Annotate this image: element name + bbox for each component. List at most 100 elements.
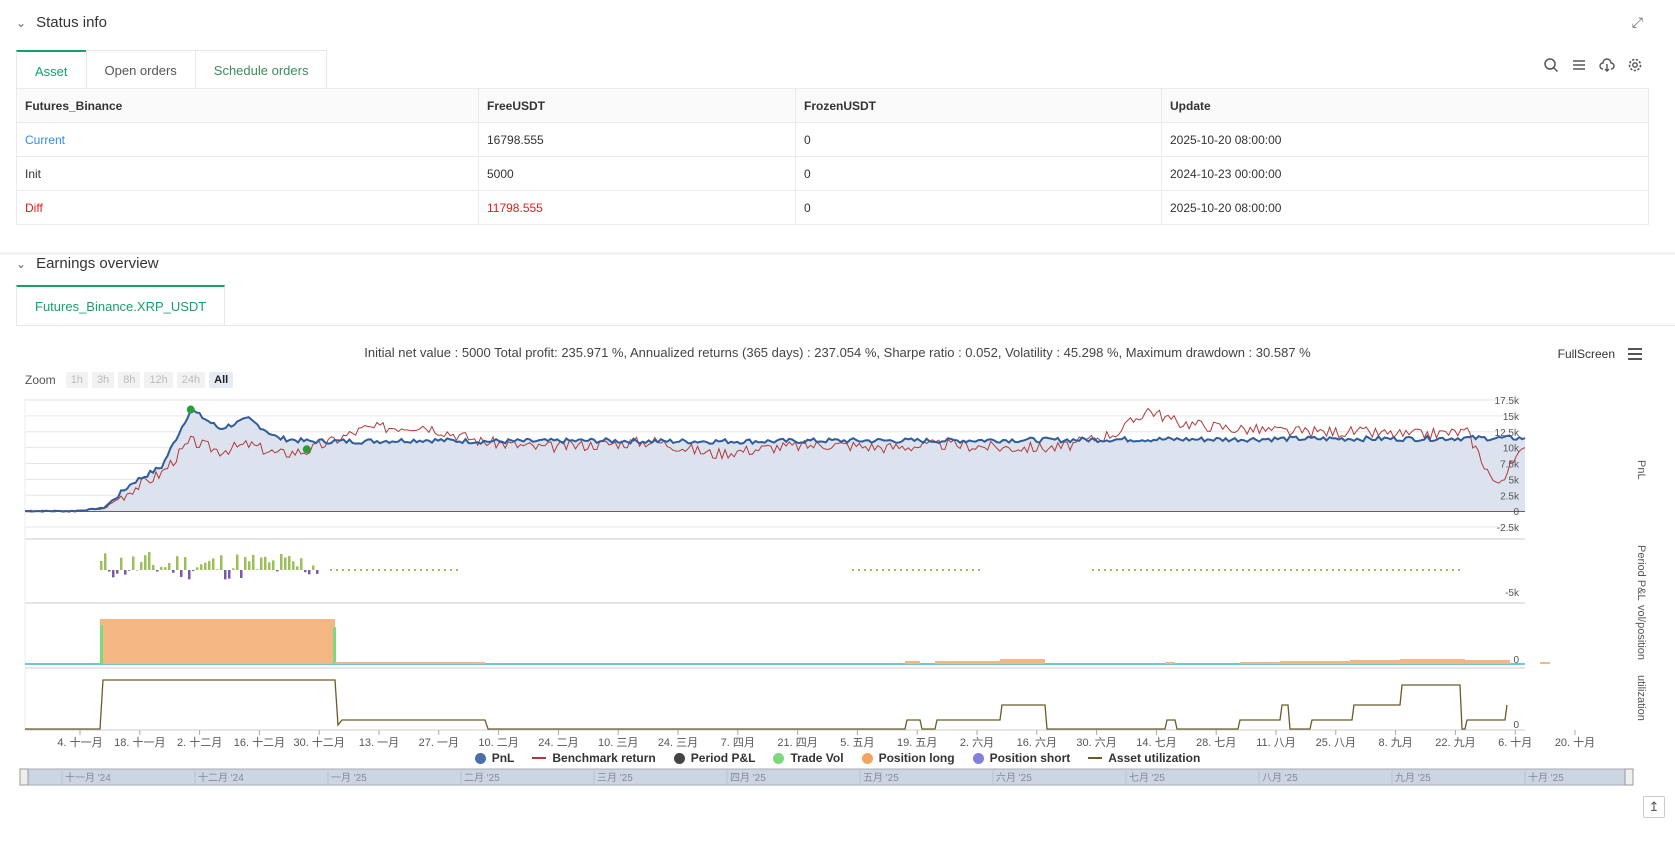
tab-asset[interactable]: Asset	[16, 50, 87, 90]
period-bar	[1332, 569, 1334, 571]
period-bar	[408, 569, 410, 571]
zoom-all-button[interactable]: All	[209, 372, 234, 388]
chevron-down-icon[interactable]: ⌄	[16, 256, 27, 271]
period-bar	[876, 569, 878, 571]
period-bar	[1176, 569, 1178, 571]
legend-label: Trade Vol	[790, 751, 844, 765]
cloud-download-icon[interactable]	[1599, 57, 1615, 73]
pnl-fill	[25, 409, 1525, 512]
period-bar	[284, 557, 287, 570]
period-bar	[1392, 569, 1394, 571]
tab-xrp-usdt[interactable]: Futures_Binance.XRP_USDT	[16, 285, 226, 325]
x-tick-label: 11. 八月	[1256, 737, 1296, 749]
period-bar	[1122, 569, 1124, 571]
period-axis-title: Period P&L	[1635, 545, 1647, 601]
earnings-header[interactable]: ⌄ Earnings overview	[16, 255, 159, 272]
period-bar	[188, 570, 191, 580]
legend-item[interactable]: Benchmark return	[532, 751, 656, 765]
scroll-top-button[interactable]: ↥	[1643, 796, 1665, 818]
position-long-block	[1240, 662, 1280, 664]
period-bar	[1446, 569, 1448, 571]
period-pnl-bars	[100, 551, 1460, 580]
zoom-label: Zoom	[25, 373, 56, 387]
earnings-chart[interactable]: 17.5k 15k 12.5k 10k 7.5k 5k 2.5k 0 -2.5k PnL -5k Pe…	[0, 255, 1675, 859]
search-icon[interactable]	[1543, 57, 1559, 73]
cell: 11798.555	[478, 190, 796, 225]
period-bar	[1128, 569, 1130, 571]
period-bar	[1182, 569, 1184, 571]
x-tick-label: 18. 十一月	[114, 735, 165, 749]
period-bar	[1434, 569, 1436, 571]
table-row: Diff 11798.555 0 2025-10-20 08:00:00	[16, 190, 1649, 225]
period-bar	[292, 561, 295, 570]
menu-icon[interactable]	[1627, 347, 1643, 361]
period-bar	[308, 570, 311, 575]
position-axis-title: vol/position	[1635, 605, 1647, 660]
position-long-block	[1465, 660, 1510, 664]
period-bar	[858, 569, 860, 571]
period-bar	[1284, 569, 1286, 571]
period-bar	[870, 569, 872, 571]
cell: 0	[795, 190, 1162, 225]
period-bar	[438, 569, 440, 571]
period-bar	[1278, 569, 1280, 571]
period-bar	[244, 557, 247, 570]
legend-item[interactable]: Period P&L	[673, 751, 755, 765]
period-bar	[972, 569, 974, 571]
chevron-down-icon[interactable]: ⌄	[16, 15, 27, 30]
nav-tick-label: 九月 '25	[1395, 772, 1431, 784]
period-bar	[1416, 569, 1418, 571]
legend-marker	[532, 757, 547, 759]
status-header[interactable]: ⌄ Status info	[16, 14, 107, 31]
legend-item[interactable]: Position long	[861, 751, 955, 765]
position-long-block	[1280, 661, 1350, 664]
chart-axes: 17.5k 15k 12.5k 10k 7.5k 5k 2.5k 0 -2.5k PnL -5k Pe…	[57, 396, 1647, 749]
period-bar	[1272, 569, 1274, 571]
x-tick-label: 21. 四月	[777, 737, 817, 749]
period-bar	[144, 555, 147, 570]
fullscreen-button[interactable]: FullScreen	[1557, 347, 1615, 361]
period-bar	[216, 569, 219, 570]
zoom-3h-button[interactable]: 3h	[91, 372, 115, 388]
period-bar	[272, 560, 275, 570]
period-bar	[1296, 569, 1298, 571]
period-bar	[1380, 569, 1382, 571]
period-bar	[978, 569, 980, 571]
x-tick-label: 10. 二月	[478, 737, 518, 749]
period-bar	[426, 569, 428, 571]
period-bar	[420, 569, 422, 571]
collapse-icon[interactable]: ⤢	[1631, 14, 1643, 30]
legend-label: Position short	[989, 751, 1071, 765]
navigator: 十一月 '24 十二月 '24 一月 '25 二月 '25 三月 '25 四月 '25 五月…	[19, 768, 1634, 786]
period-bar	[912, 569, 914, 571]
legend-label: Position long	[878, 751, 955, 765]
table-toolbar	[1543, 57, 1643, 73]
period-bar	[336, 569, 338, 571]
gear-icon[interactable]	[1627, 57, 1643, 73]
pnl-line	[24, 405, 1526, 513]
tab-open-orders[interactable]: Open orders	[85, 50, 196, 90]
period-bar	[232, 568, 235, 570]
period-bar	[1158, 569, 1160, 571]
position-long-block	[1165, 662, 1175, 664]
legend-item[interactable]: PnL	[474, 751, 514, 765]
legend-item[interactable]: Trade Vol	[773, 751, 844, 765]
legend-item[interactable]: Position short	[972, 751, 1071, 765]
row-label-current[interactable]: Current	[16, 122, 479, 157]
period-bar	[1410, 569, 1412, 571]
position-long-block	[100, 619, 335, 664]
zoom-1h-button[interactable]: 1h	[65, 372, 88, 388]
zoom-12h-button[interactable]: 12h	[144, 372, 173, 388]
earnings-panel: ⌄ Earnings overview Futures_Binance.XRP_…	[0, 255, 1675, 859]
legend-item[interactable]: Asset utilization	[1088, 751, 1200, 765]
period-bar	[864, 569, 866, 571]
zoom-8h-button[interactable]: 8h	[118, 372, 141, 388]
earnings-title: Earnings overview	[36, 255, 159, 272]
zoom-24h-button[interactable]: 24h	[176, 372, 206, 388]
tab-schedule-orders[interactable]: Schedule orders	[194, 50, 328, 90]
period-bar	[1374, 569, 1376, 571]
period-bar	[108, 570, 111, 572]
trough-marker	[302, 445, 311, 454]
list-icon[interactable]	[1571, 57, 1587, 73]
period-bar	[1254, 569, 1256, 571]
